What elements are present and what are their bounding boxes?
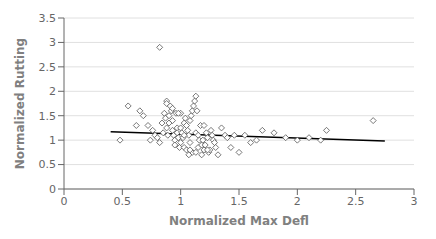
svg-text:1.5: 1.5 (230, 195, 248, 208)
svg-text:2: 2 (49, 85, 56, 98)
svg-text:3: 3 (411, 195, 418, 208)
svg-text:2.5: 2.5 (39, 61, 57, 74)
svg-text:0.5: 0.5 (114, 195, 132, 208)
svg-text:Normalized Max Defl: Normalized Max Defl (169, 214, 309, 228)
svg-text:2.5: 2.5 (347, 195, 365, 208)
svg-text:0: 0 (61, 195, 68, 208)
svg-text:Normalized Rutting: Normalized Rutting (13, 38, 27, 169)
svg-text:3: 3 (49, 36, 56, 49)
svg-text:0: 0 (49, 183, 56, 196)
svg-text:1.5: 1.5 (39, 110, 57, 123)
svg-text:2: 2 (294, 195, 301, 208)
svg-text:1: 1 (177, 195, 184, 208)
svg-text:1: 1 (49, 134, 56, 147)
svg-text:0.5: 0.5 (39, 158, 57, 171)
svg-text:3.5: 3.5 (39, 12, 57, 25)
